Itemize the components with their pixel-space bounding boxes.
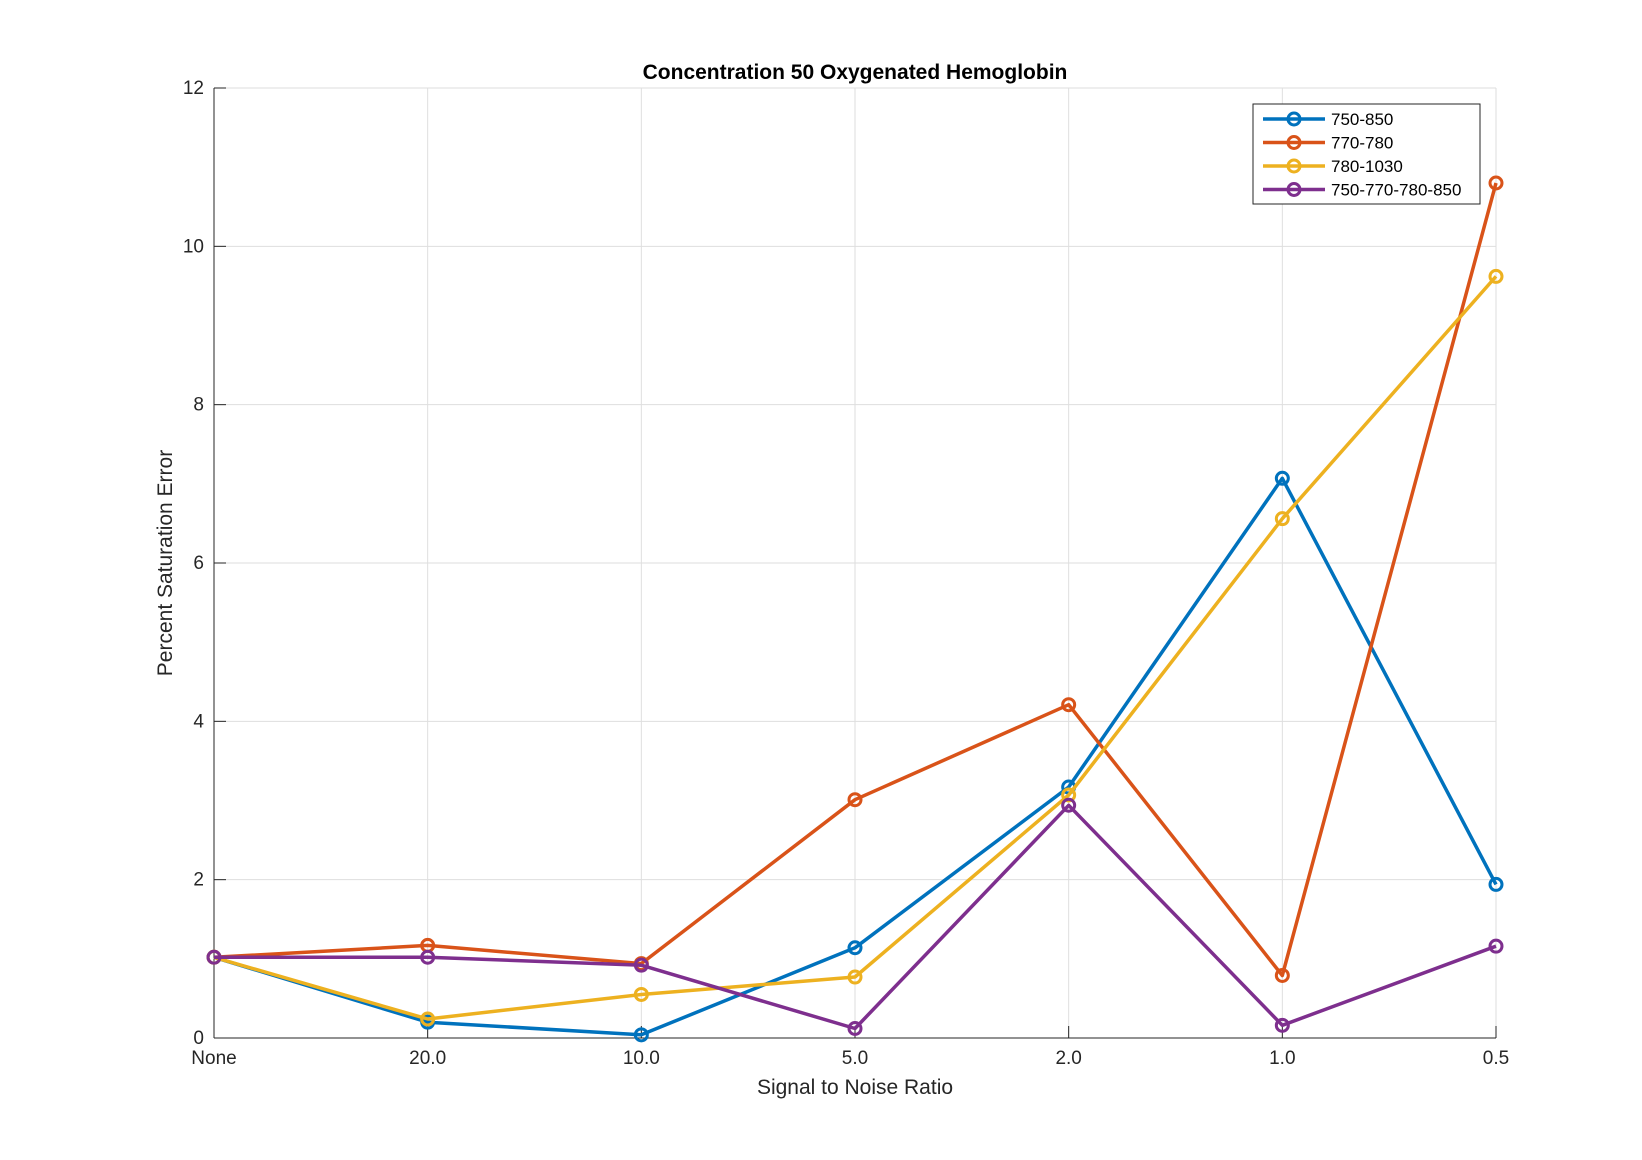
data-point	[633, 957, 649, 973]
x-tick-label: 1.0	[1269, 1048, 1295, 1069]
data-point	[847, 1021, 863, 1036]
y-tick-label: 4	[193, 711, 204, 732]
y-axis-ticks: 0 2 4 6 8 10 12	[183, 78, 226, 1049]
data-point	[633, 986, 649, 1002]
series-line-750-850	[213, 476, 1498, 1037]
data-point	[1274, 1017, 1290, 1033]
x-axis-ticks: None 20.0 10.0 5.0 2.0 1.0 0.5	[191, 1026, 1509, 1069]
series-line-780-1030	[213, 275, 1498, 1021]
y-tick-label: 12	[183, 78, 204, 99]
x-tick-label: 10.0	[623, 1048, 660, 1069]
data-point	[1488, 938, 1504, 954]
legend-label: 750-770-780-850	[1331, 181, 1461, 200]
data-point	[1274, 967, 1290, 983]
data-point	[420, 949, 436, 965]
data-point	[1274, 511, 1290, 527]
series-line-750-770-780-850	[214, 803, 1497, 1031]
legend-marker	[1286, 182, 1302, 197]
legend: 750-850 770-780 780-1030 750-770-780-850	[1252, 103, 1481, 205]
data-point	[847, 792, 863, 808]
chart-title: Concentration 50 Oxygenated Hemoglobin	[643, 61, 1068, 84]
legend-label: 780-1030	[1331, 157, 1403, 176]
y-tick-label: 6	[193, 553, 204, 574]
y-tick-label: 2	[193, 870, 204, 891]
legend-marker	[1286, 111, 1302, 127]
x-axis-label: Signal to Noise Ratio	[757, 1076, 953, 1099]
x-tick-label: 20.0	[409, 1048, 446, 1069]
legend-marker	[1286, 135, 1302, 150]
x-tick-label: 5.0	[842, 1048, 868, 1069]
data-point	[633, 1027, 649, 1043]
legend-label: 750-850	[1331, 110, 1393, 129]
data-point	[1061, 797, 1077, 813]
y-tick-label: 0	[193, 1028, 204, 1049]
data-point	[1488, 175, 1504, 191]
data-point	[847, 940, 863, 956]
series-layer	[206, 175, 1504, 1043]
data-point	[1061, 787, 1077, 803]
y-tick-label: 10	[183, 236, 204, 257]
legend-marker	[1286, 158, 1302, 174]
series-750-770-780-850	[206, 797, 1504, 1036]
data-point	[1488, 876, 1504, 892]
y-axis-label: Percent Saturation Error	[154, 450, 177, 676]
data-point	[1488, 268, 1504, 284]
series-line-770-780	[213, 182, 1498, 978]
data-point	[420, 1011, 436, 1027]
x-tick-label: 0.5	[1483, 1048, 1509, 1069]
data-point	[206, 949, 222, 965]
legend-label: 770-780	[1331, 134, 1393, 153]
y-tick-label: 8	[193, 395, 204, 416]
data-point	[1274, 470, 1290, 486]
x-tick-label: None	[191, 1048, 236, 1069]
data-point	[1061, 697, 1077, 713]
data-point	[847, 969, 863, 985]
x-tick-label: 2.0	[1055, 1048, 1081, 1069]
